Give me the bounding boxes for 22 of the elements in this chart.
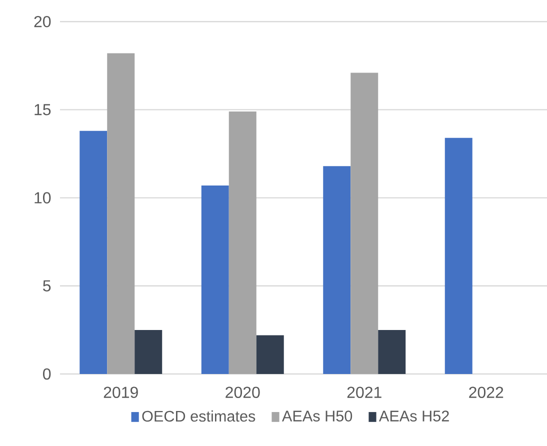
- y-tick-label: 15: [34, 104, 51, 116]
- bar: [80, 130, 108, 374]
- bar: [350, 72, 378, 374]
- bar: [201, 185, 229, 374]
- bar: [256, 335, 284, 374]
- y-tick-label: 5: [43, 280, 51, 292]
- legend-label: OECD estimates: [142, 410, 256, 422]
- y-tick-label: 0: [43, 368, 51, 380]
- legend-label: AEAs H50: [282, 410, 352, 422]
- bar: [107, 53, 135, 374]
- bar: [323, 166, 351, 374]
- bar: [228, 111, 256, 374]
- x-tick-label: 2019: [104, 386, 138, 398]
- y-tick-label: 20: [34, 16, 51, 28]
- bar: [444, 138, 472, 374]
- bar: [134, 330, 162, 374]
- bar: [378, 330, 406, 374]
- x-tick-label: 2022: [469, 386, 504, 398]
- x-tick-label: 2021: [347, 386, 382, 398]
- legend-label: AEAs H52: [378, 410, 449, 422]
- x-tick-label: 2020: [226, 386, 260, 398]
- y-tick-label: 10: [34, 192, 51, 204]
